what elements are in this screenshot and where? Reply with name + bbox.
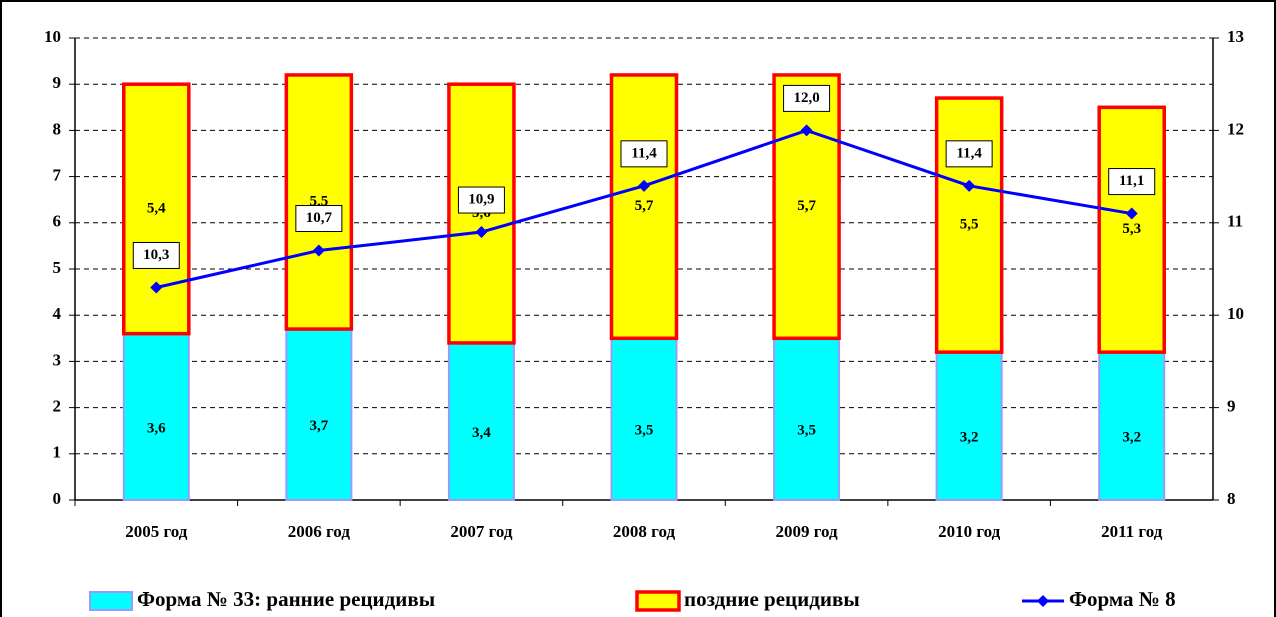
x-tick-label: 2005 год: [125, 522, 188, 541]
legend-label: Форма № 8: [1069, 587, 1176, 611]
y-tick-label: 7: [53, 166, 62, 185]
data-label-box: [783, 84, 831, 112]
y-tick-label: 6: [53, 212, 62, 231]
bar-segment: [122, 332, 190, 501]
line-marker: [312, 244, 325, 257]
line-marker: [638, 179, 650, 192]
x-tick-label: 2009 год: [775, 522, 838, 541]
y2-tick-label: 12: [1227, 119, 1244, 138]
y2-tick-label: 9: [1227, 397, 1236, 416]
legend-swatch: [89, 591, 133, 611]
y-tick-label: 9: [53, 73, 62, 92]
y-tick-label: 2: [53, 397, 62, 416]
data-label-box: [1108, 168, 1156, 196]
data-label: 3,4: [472, 425, 491, 441]
bar-segment: [285, 328, 353, 501]
legend-swatch: [1037, 595, 1049, 607]
data-label: 5,3: [1122, 221, 1141, 237]
line-marker: [475, 226, 488, 239]
data-label: 11,1: [1119, 173, 1144, 189]
data-label: 10,9: [468, 191, 494, 207]
data-label: 5,5: [960, 217, 979, 233]
data-label: 3,2: [960, 430, 979, 446]
x-tick-label: 2007 год: [450, 522, 513, 541]
line-marker: [1125, 207, 1138, 220]
x-tick-label: 2006 год: [288, 522, 351, 541]
data-label: 3,7: [309, 418, 328, 434]
bar-segment: [1098, 351, 1166, 501]
data-label-box: [457, 186, 505, 214]
y-tick-label: 0: [53, 489, 62, 508]
y2-tick-label: 8: [1227, 489, 1236, 508]
data-label-box: [132, 241, 180, 269]
data-label: 5,4: [147, 200, 166, 216]
legend-label: Форма № 33: ранние рецидивы: [137, 587, 435, 611]
bar-segment: [1097, 105, 1166, 354]
y2-tick-label: 11: [1227, 212, 1243, 231]
x-tick-label: 2010 год: [938, 522, 1001, 541]
y-tick-label: 8: [53, 119, 62, 138]
y-tick-label: 5: [53, 258, 62, 277]
line-marker: [150, 281, 163, 294]
data-label: 11,4: [631, 145, 657, 161]
bar-segment: [447, 82, 516, 345]
data-label: 5,7: [797, 198, 816, 214]
y-tick-label: 3: [53, 350, 62, 369]
data-label: 10,7: [306, 210, 333, 226]
y2-tick-label: 10: [1227, 304, 1244, 323]
x-tick-label: 2011 год: [1101, 522, 1163, 541]
data-label: 3,5: [635, 423, 654, 439]
data-label-box: [620, 140, 668, 168]
data-label: 3,5: [797, 423, 816, 439]
data-label-box: [945, 140, 993, 168]
bar-segment: [447, 341, 515, 502]
bar-segment: [773, 337, 841, 501]
data-label: 12,0: [793, 90, 819, 106]
y-tick-label: 4: [53, 304, 62, 323]
bar-segment: [935, 351, 1003, 501]
data-label-box: [295, 205, 343, 233]
line-marker: [800, 124, 813, 137]
x-tick-label: 2008 год: [613, 522, 676, 541]
data-label: 11,4: [956, 145, 982, 161]
data-label: 3,6: [147, 420, 166, 436]
data-label: 3,2: [1122, 430, 1141, 446]
bar-segment: [772, 73, 841, 341]
y-tick-label: 10: [44, 27, 61, 46]
y-tick-label: 1: [53, 443, 62, 462]
bar-segment: [284, 73, 354, 331]
data-label: 10,3: [143, 247, 169, 263]
y2-tick-label: 13: [1227, 27, 1244, 46]
bar-segment: [609, 73, 679, 341]
legend-label: поздние рецидивы: [684, 587, 860, 611]
line-marker: [963, 179, 976, 192]
data-label: 5,7: [635, 198, 654, 214]
legend-swatch: [635, 590, 681, 612]
bar-segment: [610, 337, 678, 501]
